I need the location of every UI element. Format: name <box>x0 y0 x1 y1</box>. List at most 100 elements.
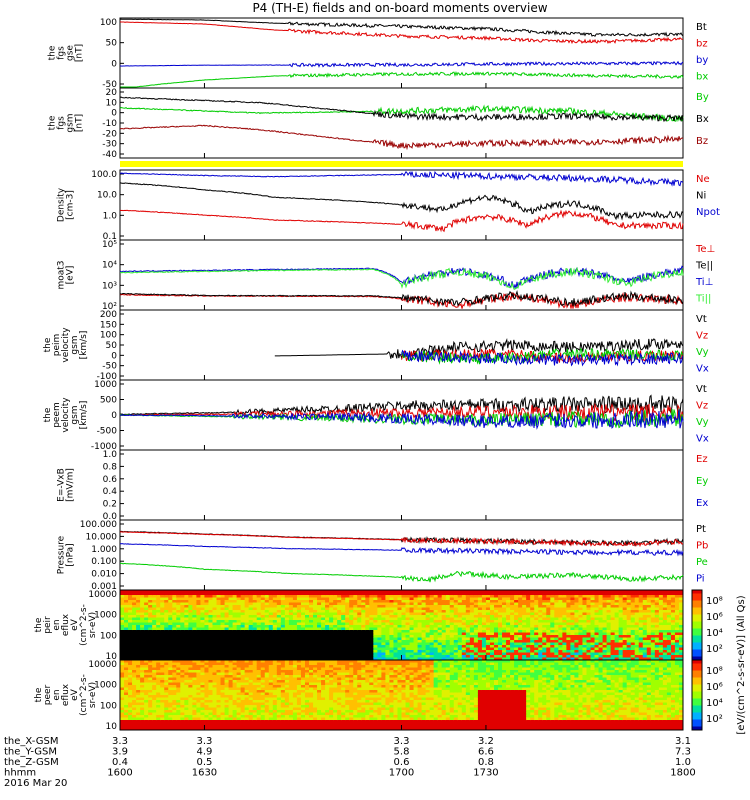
spectrogram-cell <box>634 622 640 626</box>
spectrogram-cell <box>405 590 411 593</box>
spectrogram-cell <box>168 727 173 731</box>
spectrogram-cell <box>606 650 612 653</box>
spectrogram-cell <box>168 717 173 721</box>
spectrogram-cell <box>204 642 209 646</box>
spectrogram-cell <box>662 602 668 606</box>
spectrogram-cell <box>361 600 366 603</box>
spectrogram-cell <box>534 645 539 648</box>
spectrogram-cell <box>292 652 298 656</box>
spectrogram-cell <box>598 640 604 643</box>
spectrogram-cell <box>228 702 234 706</box>
spectrogram-cell <box>124 612 129 616</box>
spectrogram-cell <box>300 620 306 623</box>
spectrogram-cell <box>156 677 161 681</box>
spectrogram-cell <box>220 685 226 688</box>
spectrogram-cell <box>489 647 495 651</box>
spectrogram-cell <box>300 610 306 613</box>
spectrogram-cell <box>148 687 153 691</box>
spectrogram-cell <box>502 607 507 611</box>
spectrogram-cell <box>216 625 222 628</box>
spectrogram-cell <box>666 635 672 638</box>
spectrogram-cell <box>124 632 129 636</box>
spectrogram-cell <box>642 657 648 661</box>
spectrogram-cell <box>180 600 185 603</box>
spectrogram-cell <box>365 637 370 641</box>
spectrogram-cell <box>369 642 374 646</box>
spectrogram-cell <box>550 655 555 658</box>
spectrogram-cell <box>228 592 234 596</box>
spectrogram-cell <box>530 642 535 646</box>
spectrogram-cell <box>256 650 262 653</box>
spectrogram-cell <box>361 625 366 628</box>
spectrogram-cell <box>670 605 676 608</box>
spectrogram-cell <box>437 617 443 621</box>
spectrogram-cell <box>353 652 358 656</box>
spectrogram-cell <box>421 590 427 593</box>
spectrogram-cell <box>397 607 402 611</box>
spectrogram-cell <box>353 647 358 651</box>
spectrogram-cell <box>361 592 366 596</box>
spectrogram-cell <box>124 600 129 603</box>
spectrogram-cell <box>264 627 270 631</box>
spectrogram-cell <box>256 605 262 608</box>
spectrogram-cell <box>353 630 358 633</box>
spectrogram-cell <box>136 727 141 731</box>
spectrogram-cell <box>477 610 483 613</box>
spectrogram-cell <box>610 600 616 603</box>
spectrogram-cell <box>144 637 149 641</box>
spectrogram-cell <box>574 650 579 653</box>
spectrogram-cell <box>232 617 238 621</box>
spectrogram-cell <box>642 617 648 621</box>
spectrogram-cell <box>321 622 326 626</box>
spectrogram-cell <box>574 635 579 638</box>
spectrogram-cell <box>477 630 483 633</box>
spectrogram-cell <box>148 665 153 668</box>
spectrogram-cell <box>530 627 535 631</box>
spectrogram-cell <box>212 710 218 713</box>
spectrogram-cell <box>180 650 185 653</box>
spectrogram-cell <box>188 617 193 621</box>
spectrogram-cell <box>618 657 624 661</box>
spectrogram-cell <box>180 707 185 711</box>
spectrogram-cell <box>313 657 318 661</box>
spectrogram-cell <box>156 605 161 608</box>
spectrogram-cell <box>650 645 656 648</box>
spectrogram-cell <box>212 695 218 698</box>
spectrogram-cell <box>132 690 137 693</box>
spectrogram-cell <box>128 672 133 676</box>
spectrogram-cell <box>248 592 254 596</box>
spectrogram-cell <box>204 717 209 721</box>
spectrogram-cell <box>421 595 427 598</box>
spectrogram-cell <box>485 652 491 656</box>
spectrogram-cell <box>558 655 563 658</box>
spectrogram-cell <box>594 610 600 613</box>
spectrogram-cell <box>244 590 250 593</box>
spectrogram-cell <box>136 712 141 716</box>
spectrogram-cell <box>602 642 608 646</box>
spectrogram-cell <box>498 617 503 621</box>
spectrogram-cell <box>152 675 157 678</box>
spectrogram-cell <box>622 595 628 598</box>
spectrogram-cell <box>461 652 467 656</box>
spectrogram-cell <box>626 610 632 613</box>
spectrogram-cell <box>152 632 157 636</box>
spectrogram-cell <box>670 597 676 601</box>
spectrogram-cell <box>646 617 652 621</box>
spectrogram-cell <box>437 600 443 603</box>
spectrogram-cell <box>236 595 242 598</box>
spectrogram-cell <box>152 690 157 693</box>
legend-7-1: Pb <box>696 541 708 552</box>
spectrogram-cell <box>489 655 495 658</box>
spectrogram-cell <box>429 605 435 608</box>
spectrogram-cell <box>373 647 378 651</box>
spectrogram-cell <box>590 627 596 631</box>
spectrogram-cell <box>284 605 290 608</box>
spectrogram-cell <box>393 617 398 621</box>
spectrogram-cell <box>276 620 282 623</box>
spectrogram-cell <box>570 607 575 611</box>
spectrogram-cell <box>614 617 620 621</box>
spectrogram-cell <box>204 590 209 593</box>
spectrogram-cell <box>264 635 270 638</box>
spectrogram-cell <box>421 640 427 643</box>
spectrogram-cell <box>502 610 507 613</box>
